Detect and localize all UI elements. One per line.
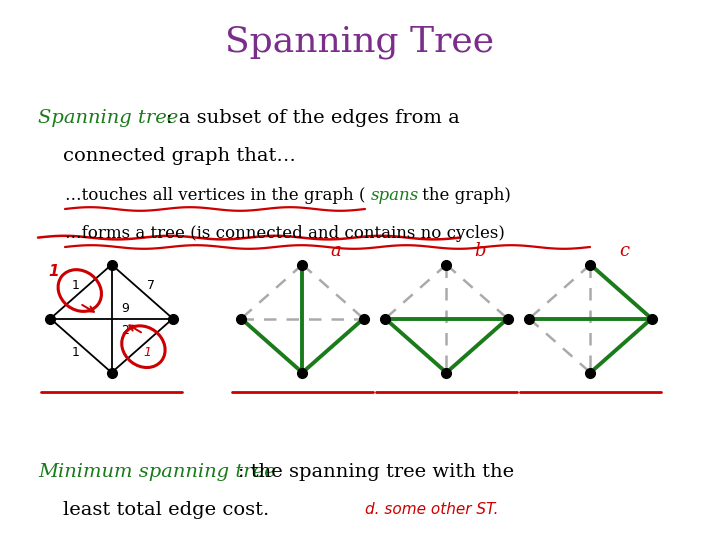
Text: Spanning tree: Spanning tree (38, 109, 179, 127)
Text: Minimum spanning tree: Minimum spanning tree (38, 463, 276, 481)
Text: 9: 9 (121, 302, 129, 315)
Text: …forms a tree (is connected and contains no cycles): …forms a tree (is connected and contains… (65, 226, 505, 242)
Text: Spanning Tree: Spanning Tree (225, 25, 495, 59)
Text: the graph): the graph) (417, 187, 511, 205)
Text: c: c (619, 242, 629, 260)
Text: connected graph that…: connected graph that… (63, 147, 296, 165)
Text: : a subset of the edges from a: : a subset of the edges from a (166, 109, 460, 127)
Text: 1: 1 (72, 279, 80, 292)
Text: 1: 1 (72, 346, 80, 359)
Text: least total edge cost.: least total edge cost. (63, 501, 269, 519)
Text: a: a (330, 242, 341, 260)
Text: 1: 1 (48, 264, 59, 279)
Text: spans: spans (371, 187, 419, 205)
Text: 7: 7 (148, 279, 156, 292)
Text: 1: 1 (143, 346, 151, 359)
Text: 2: 2 (121, 324, 129, 337)
Text: …touches all vertices in the graph (: …touches all vertices in the graph ( (65, 187, 365, 205)
Text: : the spanning tree with the: : the spanning tree with the (238, 463, 514, 481)
Text: b: b (474, 242, 486, 260)
Text: d. some other ST.: d. some other ST. (365, 503, 498, 517)
